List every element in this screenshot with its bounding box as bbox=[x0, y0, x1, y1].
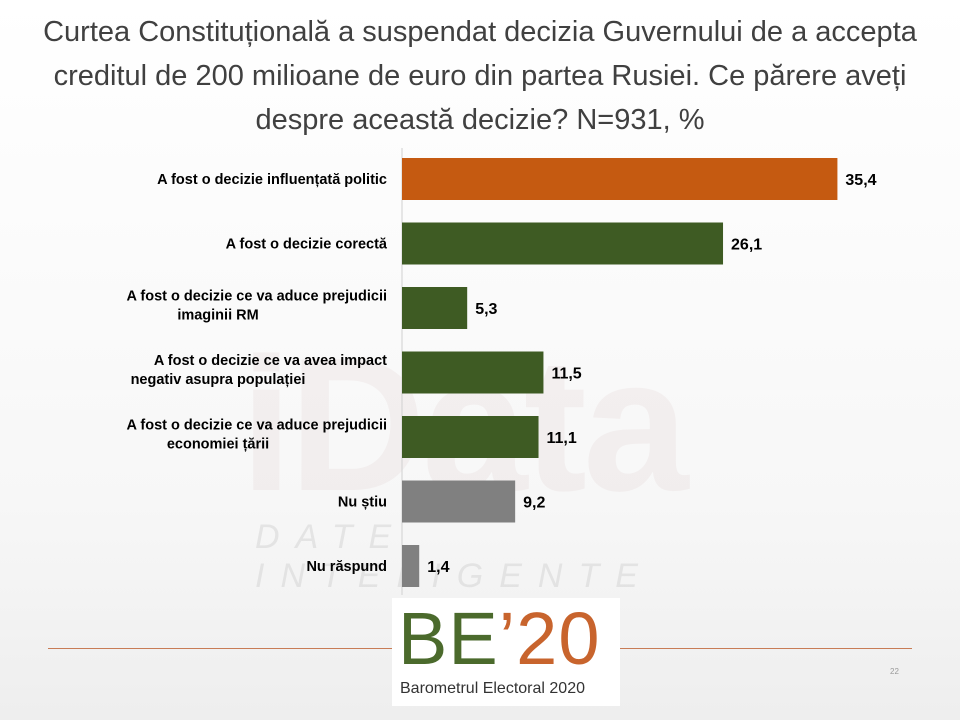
value-label-7: 1,4 bbox=[427, 559, 449, 576]
logo-be-text: BE bbox=[398, 597, 499, 680]
category-label-6-line-1: Nu știu bbox=[338, 495, 387, 511]
category-label-1-line-1: A fost o decizie influențată politic bbox=[157, 172, 387, 188]
value-label-1: 35,4 bbox=[845, 172, 876, 189]
category-label-7-line-1: Nu răspund bbox=[306, 559, 387, 575]
value-label-2: 26,1 bbox=[731, 237, 762, 254]
logo-year-text: 20 bbox=[516, 597, 601, 680]
bar-2 bbox=[402, 222, 724, 265]
category-label-4-line-2: negativ asupra populației bbox=[131, 372, 306, 388]
category-label-6: Nu știu bbox=[338, 495, 387, 511]
bar-4 bbox=[402, 351, 544, 394]
value-label-3: 5,3 bbox=[475, 301, 497, 318]
category-label-3: A fost o decizie ce va aduce prejudicii i… bbox=[126, 289, 387, 324]
category-label-4: A fost o decizie ce va avea impact negati… bbox=[131, 353, 388, 388]
category-label-2-line-1: A fost o decizie corectă bbox=[226, 237, 388, 253]
footer-rule-left bbox=[48, 648, 392, 649]
bar-6 bbox=[402, 480, 516, 523]
logo-apostrophe: ’ bbox=[498, 597, 517, 680]
category-label-1: A fost o decizie influențată politic bbox=[157, 172, 387, 188]
category-label-7: Nu răspund bbox=[306, 559, 387, 575]
value-label-6: 9,2 bbox=[523, 495, 545, 512]
bar-5 bbox=[402, 416, 539, 458]
footer-rule-right bbox=[620, 648, 912, 649]
logo-caption: Barometrul Electoral 2020 bbox=[400, 680, 585, 697]
bar-7 bbox=[402, 545, 420, 587]
category-label-2: A fost o decizie corectă bbox=[226, 237, 388, 253]
category-label-4-line-1: A fost o decizie ce va avea impact bbox=[154, 353, 387, 369]
category-label-3-line-2: imaginii RM bbox=[177, 308, 258, 324]
category-label-5-line-1: A fost o decizie ce va aduce prejudicii bbox=[126, 418, 387, 434]
category-label-5-line-2: economiei țării bbox=[167, 437, 269, 453]
chart-title: Curtea Constituțională a suspendat deciz… bbox=[43, 16, 917, 136]
bar-3 bbox=[402, 287, 468, 329]
page-number: 22 bbox=[890, 667, 899, 676]
value-label-5: 11,1 bbox=[547, 430, 577, 447]
value-label-4: 11,5 bbox=[551, 366, 581, 383]
be20-logo: BE’20 Barometrul Electoral 2020 bbox=[392, 598, 620, 706]
logo-mark: BE’20 bbox=[398, 602, 600, 676]
category-label-5: A fost o decizie ce va aduce prejudicii e… bbox=[126, 418, 387, 453]
bar-1 bbox=[402, 158, 838, 200]
category-label-3-line-1: A fost o decizie ce va aduce prejudicii bbox=[126, 289, 387, 305]
bars-layer: 35,4 A fost o decizie influențată politic… bbox=[126, 158, 877, 587]
